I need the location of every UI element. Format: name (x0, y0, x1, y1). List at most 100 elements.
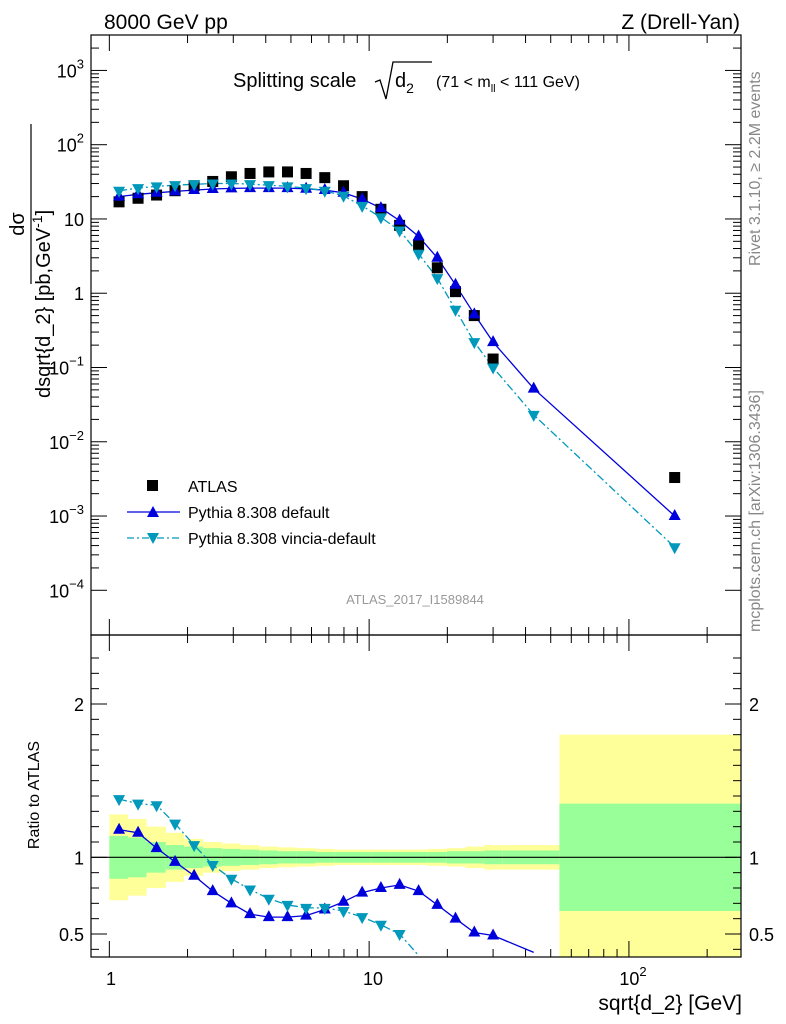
pythia-vincia-point (206, 179, 219, 191)
ratio-default-point (356, 885, 369, 897)
ratio-default-point (393, 877, 406, 889)
legend-marker-atlas (147, 480, 158, 491)
pythia-vincia-point (668, 543, 681, 555)
y-tick-label: 10−2 (49, 428, 84, 453)
x-tick-label-10: 10 (363, 969, 383, 989)
ratio-tick-label: 2 (74, 695, 84, 715)
y-tick-label: 10−4 (49, 576, 84, 601)
ratio-series-line (118, 798, 420, 956)
legend-marker-default (147, 506, 159, 517)
atlas-point (319, 172, 331, 184)
ratio-tick-label-right: 1 (749, 848, 759, 868)
y-tick-label: 102 (57, 131, 84, 156)
pythia-vincia-point (188, 180, 201, 192)
ratio-default-point (188, 868, 201, 880)
ratio-default-point (150, 841, 163, 853)
ratio-tick-label-right: 0.5 (749, 925, 774, 945)
atlas-point (413, 239, 425, 251)
atlas-point (394, 219, 406, 231)
series-line (119, 187, 676, 517)
plot-title-text: Splitting scale (233, 70, 356, 92)
legend-label-atlas: ATLAS (188, 479, 238, 496)
sqrt-symbol (374, 61, 432, 100)
atlas-point (244, 167, 256, 179)
pythia-vincia-point (468, 338, 481, 350)
ratio-default-point (374, 881, 387, 892)
ratio-default-point (206, 884, 219, 896)
atlas-point (450, 286, 462, 298)
pythia-default-point (527, 381, 540, 393)
atlas-point (113, 196, 125, 208)
pythia-default-point (374, 201, 387, 213)
ratio-default-point (412, 884, 425, 896)
ratio-default-point (487, 928, 500, 940)
ratio-tick-label: 1 (74, 848, 84, 868)
ratio-default-point (449, 911, 462, 923)
pythia-vincia-point (262, 181, 275, 193)
pythia-default-point (449, 277, 462, 289)
pythia-vincia-point (225, 179, 238, 191)
y-tick-label: 103 (57, 56, 84, 81)
main-ylabel: dσ dsqrt{d_2} [pb,GeV-1] (7, 124, 55, 398)
plot-title-cut: (71 < mll < 111 GeV) (436, 74, 580, 95)
ratio-vincia-point (113, 795, 126, 807)
ratio-vincia-point (393, 930, 406, 941)
ratio-vincia-point (281, 900, 294, 912)
pythia-vincia-point (113, 186, 126, 198)
pythia-vincia-point (374, 213, 387, 225)
ratio-tick-label-right: 2 (749, 695, 759, 715)
pythia-vincia-point (527, 410, 540, 422)
collision-energy-label: 8000 GeV pp (104, 11, 228, 34)
ratio-vincia-point (318, 903, 331, 915)
y-tick-label: 10−1 (49, 353, 84, 378)
pythia-vincia-point (337, 191, 350, 203)
pythia-vincia-point (150, 182, 163, 194)
ratio-uncertainty-bands (91, 734, 741, 957)
legend-item-atlas: ATLAS (147, 479, 238, 496)
legend-item-vincia: Pythia 8.308 vincia-default (127, 531, 376, 548)
ratio-vincia-point (300, 903, 313, 915)
ratio-default-point (244, 907, 257, 919)
ratio-y-axis: 0.5 0.5 1 1 2 2 (59, 657, 774, 950)
plot-title-symbol: d2 (395, 70, 414, 96)
ratio-default-point (468, 925, 481, 937)
pythia-default-point (487, 335, 500, 347)
ratio-vincia-point (374, 920, 387, 932)
pythia-default-point (393, 213, 406, 225)
pythia-vincia-point (449, 305, 462, 317)
ratio-default-point (281, 910, 294, 922)
pythia-vincia-point (356, 201, 369, 213)
ratio-vincia-point (132, 799, 145, 811)
atlas-point (225, 171, 237, 183)
pythia-default-point (431, 250, 444, 262)
ratio-default-point (169, 854, 182, 866)
pythia-vincia-point (244, 180, 257, 192)
series-line (119, 182, 676, 548)
ratio-default-point (337, 894, 350, 906)
atlas-point (263, 166, 275, 178)
pythia-vincia-point (431, 274, 444, 286)
ratio-vincia-point (225, 874, 238, 886)
ratio-default-point (132, 825, 145, 837)
ratio-default-point (431, 897, 444, 909)
x-tick-label-100: 102 (619, 964, 646, 989)
legend-marker-vincia (147, 533, 159, 544)
pythia-default-point (468, 307, 481, 319)
ylabel-numerator: dσ (7, 212, 29, 236)
ratio-vincia-point (169, 819, 182, 831)
ratio-vincia-point (262, 894, 275, 906)
pythia-default-point (412, 229, 425, 241)
ratio-vincia-point (337, 907, 350, 918)
atlas-point (281, 166, 293, 178)
plot-title: Splitting scale d2 (71 < mll < 111 GeV) (233, 61, 580, 100)
legend: ATLAS Pythia 8.308 default Pythia 8.308 … (127, 479, 376, 548)
atlas-point (487, 353, 499, 365)
main-series-layer (113, 166, 681, 555)
ratio-tick-label: 0.5 (59, 925, 84, 945)
ratio-vincia-point (244, 885, 257, 897)
ratio-series-line (118, 829, 534, 954)
atlas-point (431, 262, 443, 274)
x-axis: 1 10 102 (106, 35, 708, 989)
